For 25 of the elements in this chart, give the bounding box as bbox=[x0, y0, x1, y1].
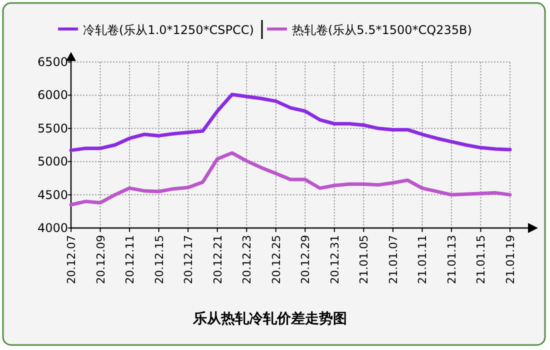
x-tick-label: 20.12.21 bbox=[211, 235, 224, 284]
x-tick-label: 21.01.11 bbox=[416, 235, 430, 284]
x-tick-label: 20.12.29 bbox=[299, 235, 312, 284]
y-tick-label: 5500 bbox=[37, 121, 68, 136]
x-tick-label: 21.01.13 bbox=[445, 235, 458, 284]
x-tick-label: 20.12.09 bbox=[94, 235, 108, 284]
y-tick-label: 4500 bbox=[37, 188, 68, 202]
legend-label: 冷轧卷(乐从1.0*1250*CSPCC) bbox=[83, 23, 254, 37]
x-tick-label: 20.12.11 bbox=[124, 235, 137, 284]
y-tick-label: 6000 bbox=[37, 88, 68, 102]
x-tick-label: 20.12.23 bbox=[240, 235, 254, 284]
legend-label: 热轧卷(乐从5.5*1500*CQ235B) bbox=[292, 23, 472, 37]
x-tick-label: 20.12.31 bbox=[328, 235, 342, 284]
y-tick-label: 5000 bbox=[37, 154, 68, 169]
x-tick-label: 20.12.17 bbox=[182, 235, 196, 284]
y-tick-label: 4000 bbox=[37, 221, 68, 235]
y-tick-label: 6500 bbox=[37, 55, 68, 69]
x-tick-label: 20.12.25 bbox=[270, 235, 283, 284]
x-tick-label: 20.12.15 bbox=[152, 235, 166, 284]
x-tick-label: 20.12.07 bbox=[65, 235, 78, 284]
x-tick-label: 21.01.07 bbox=[386, 235, 400, 284]
x-tick-label: 21.01.19 bbox=[504, 235, 517, 284]
text: 乐从热轧冷轧价差走势图 bbox=[192, 310, 347, 327]
x-tick-label: 21.01.15 bbox=[474, 235, 488, 284]
x-tick-label: 21.01.05 bbox=[358, 235, 371, 284]
